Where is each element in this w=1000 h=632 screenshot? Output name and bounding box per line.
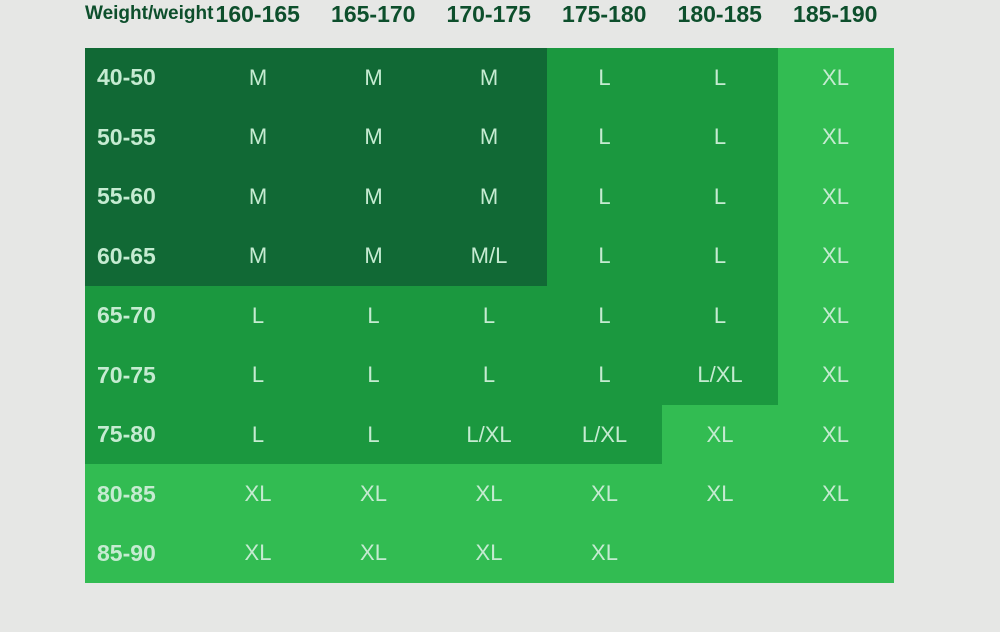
size-cell: XL	[200, 464, 316, 525]
size-cell: M/L	[431, 226, 547, 287]
size-cell: L/XL	[662, 345, 778, 406]
size-cell: L	[662, 48, 778, 108]
size-cell: M	[431, 107, 547, 168]
size-cell: XL	[315, 523, 432, 584]
size-cell: XL	[315, 464, 432, 525]
column-header: 185-190	[793, 1, 878, 27]
size-cell: L/XL	[546, 404, 663, 465]
size-cell: L	[662, 285, 778, 346]
size-cell: M	[200, 166, 316, 227]
size-cell: XL	[200, 523, 316, 584]
size-cell: XL	[431, 464, 547, 525]
size-cell: L	[662, 107, 778, 168]
size-cell: XL	[546, 464, 663, 525]
size-cell: L	[546, 285, 663, 346]
size-cell: XL	[431, 523, 547, 584]
size-cell: L	[546, 107, 663, 168]
size-cell: XL	[777, 404, 894, 465]
corner-label: Weight/weight	[85, 3, 214, 24]
size-cell: M	[200, 48, 316, 108]
column-header: 170-175	[446, 1, 531, 27]
row-weight-label: 50-55	[85, 107, 201, 168]
size-cell: M	[315, 107, 432, 168]
size-cell: L	[315, 345, 432, 406]
size-cell: XL	[546, 523, 663, 584]
size-cell: M	[431, 166, 547, 227]
size-cell: L	[200, 404, 316, 465]
size-cell: XL	[777, 285, 894, 346]
row-weight-label: 55-60	[85, 166, 201, 227]
size-cell: L	[315, 404, 432, 465]
size-cell: L	[200, 285, 316, 346]
row-weight-label: 40-50	[85, 48, 201, 108]
size-cell: M	[315, 166, 432, 227]
column-header: 180-185	[677, 1, 762, 27]
table-header: Weight/weight 160-165 165-170 170-175 175-1…	[85, 0, 913, 28]
size-cell: XL	[777, 166, 894, 227]
size-cell: L	[431, 285, 547, 346]
size-cell: L	[662, 226, 778, 287]
size-cell	[777, 523, 894, 584]
size-cell: XL	[777, 345, 894, 406]
size-cell: XL	[777, 48, 894, 108]
size-cell: M	[431, 48, 547, 108]
size-cell: L/XL	[431, 404, 547, 465]
size-cell: L	[546, 48, 663, 108]
size-cell: M	[200, 107, 316, 168]
size-cell: L	[546, 166, 663, 227]
size-cell: XL	[662, 464, 778, 525]
size-cell: L	[431, 345, 547, 406]
size-cell: M	[315, 48, 432, 108]
row-weight-label: 65-70	[85, 285, 201, 346]
size-cell: L	[200, 345, 316, 406]
size-cell: L	[662, 166, 778, 227]
size-cell: XL	[777, 107, 894, 168]
size-cell	[662, 523, 778, 584]
size-cell: XL	[777, 226, 894, 287]
row-weight-label: 75-80	[85, 404, 201, 465]
size-cell: L	[546, 345, 663, 406]
size-cell: L	[546, 226, 663, 287]
row-weight-label: 85-90	[85, 523, 201, 584]
column-header: 175-180	[562, 1, 647, 27]
size-cell: XL	[662, 404, 778, 465]
column-header: 160-165	[215, 1, 300, 27]
size-cell: XL	[777, 464, 894, 525]
row-weight-label: 80-85	[85, 464, 201, 525]
column-header: 165-170	[331, 1, 416, 27]
size-cell: L	[315, 285, 432, 346]
size-chart-table: 40-50 M M M L L XL 50-55 M M M L L XL 55-60 M M M L L XL 60-6…	[85, 48, 913, 584]
size-cell: M	[200, 226, 316, 287]
size-cell: M	[315, 226, 432, 287]
row-weight-label: 70-75	[85, 345, 201, 406]
row-weight-label: 60-65	[85, 226, 201, 287]
